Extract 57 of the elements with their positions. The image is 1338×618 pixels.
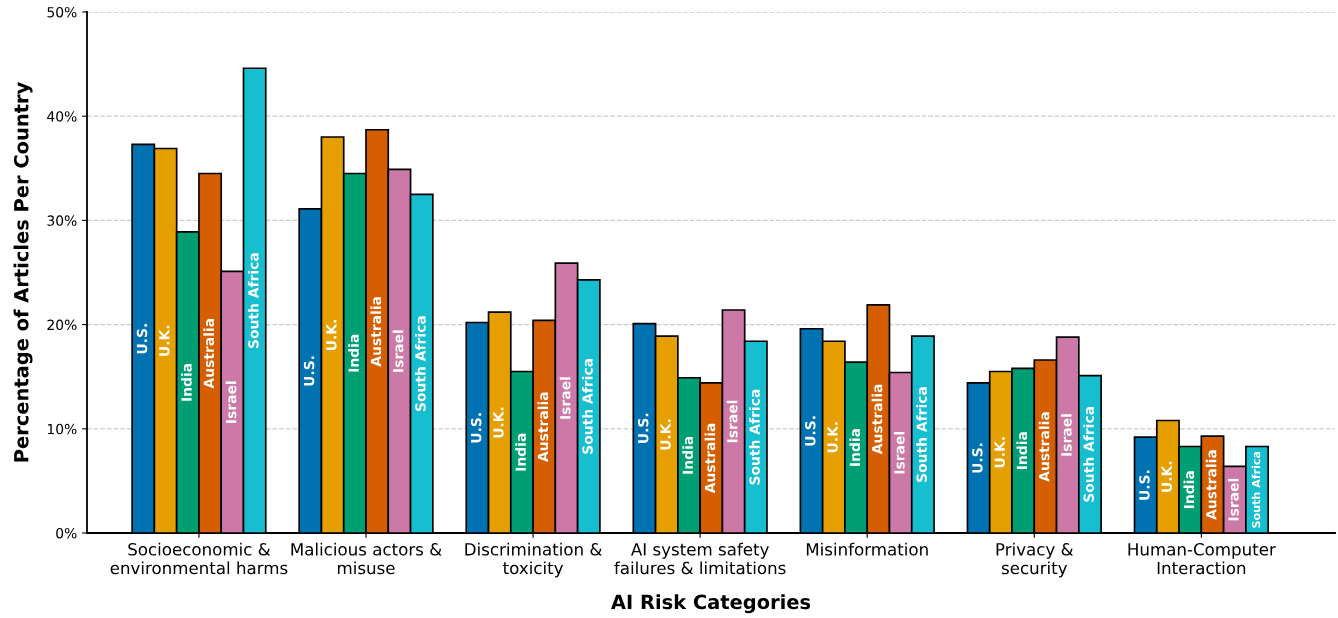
text: India: [1016, 432, 1028, 469]
series-label: Australia: [203, 319, 215, 389]
text: Australia: [871, 384, 883, 455]
x-tick-label: Discrimination & toxicity: [465, 542, 602, 578]
series-label: South Africa: [247, 253, 259, 349]
text: U.K.: [159, 325, 170, 356]
text: U.K.: [326, 320, 337, 351]
text: Israel: [559, 377, 571, 419]
text: Australia: [1038, 412, 1050, 482]
text: Israel: [1060, 414, 1072, 456]
text: India: [682, 436, 694, 474]
text: U.K.: [994, 437, 1005, 468]
text: South Africa: [1083, 407, 1094, 502]
text: India: [348, 334, 359, 372]
text: Israel: [893, 432, 905, 474]
x-tick-label: Socioeconomic & environmental harms: [110, 542, 288, 575]
text: U.S.: [972, 443, 983, 473]
series-label: Israel: [726, 400, 738, 443]
series-label: India: [515, 433, 526, 471]
text: South Africa: [916, 387, 927, 482]
text: Australia: [704, 423, 716, 494]
text: Israel: [1228, 478, 1239, 521]
x-tick-label: Malicious actors & misuse: [291, 542, 442, 575]
text: South Africa: [582, 359, 593, 454]
text: Israel: [225, 381, 237, 423]
text: India: [181, 363, 192, 401]
text: Australia: [1205, 450, 1217, 520]
x-tick-label: Human-Computer Interaction: [1128, 543, 1276, 575]
text: U.K.: [827, 422, 838, 453]
y-tick-label: 30%: [47, 215, 77, 226]
y-tick-label: 50%: [47, 6, 77, 18]
text: U.S.: [805, 416, 816, 446]
text: U.S.: [1139, 470, 1150, 500]
y-tick-label: 0%: [56, 527, 77, 539]
text: Australia: [537, 392, 549, 462]
x-axis-title: AI Risk Categories: [611, 594, 811, 614]
x-tick-label: AI system safety failures & limitations: [614, 542, 786, 575]
text: South Africa: [414, 316, 426, 412]
text: U.S.: [136, 324, 148, 354]
text: U.K.: [493, 407, 504, 438]
text: India: [1183, 471, 1195, 509]
series-label: U.K.: [660, 419, 671, 450]
y-tick-label: 20%: [47, 319, 77, 331]
text: U.K.: [1161, 461, 1172, 492]
text: U.S.: [470, 413, 482, 443]
text: South Africa: [1251, 451, 1261, 528]
text: India: [849, 429, 861, 466]
y-tick-label: 40%: [47, 111, 77, 122]
text: Australia: [370, 297, 382, 367]
y-tick-label: 10%: [47, 423, 77, 435]
text: U.S.: [637, 413, 649, 443]
series-label: U.S.: [303, 356, 315, 386]
y-axis-title: Percentage of Articles Per Country: [13, 82, 33, 462]
text: Israel: [392, 330, 404, 372]
text: South Africa: [749, 389, 760, 485]
x-tick-label: Misinformation: [806, 542, 928, 556]
x-tick-label: Privacy & security: [996, 542, 1074, 578]
